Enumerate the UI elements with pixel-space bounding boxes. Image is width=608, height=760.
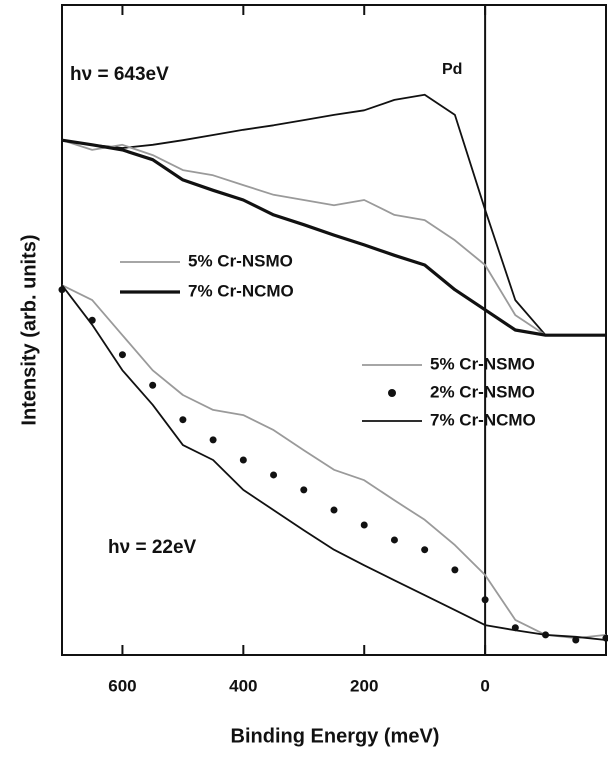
x-tick-label: 0: [480, 676, 489, 695]
data-point: [209, 436, 217, 444]
legend-label: 7% Cr-NCMO: [430, 410, 536, 429]
legend-label: 5% Cr-NSMO: [188, 251, 293, 270]
data-line: [61, 284, 607, 639]
data-point: [390, 536, 398, 544]
panel-label: hν = 22eV: [108, 537, 197, 558]
legend-label: 2% Cr-NSMO: [430, 382, 535, 401]
data-point: [239, 456, 247, 464]
legend-marker: [388, 389, 396, 397]
x-tick-label: 400: [229, 676, 257, 695]
data-point: [360, 521, 368, 529]
x-tick-label: 200: [350, 676, 378, 695]
y-axis-label: Intensity (arb. units): [18, 234, 40, 425]
data-line: [61, 284, 607, 641]
data-line: [61, 93, 606, 337]
series-label: Pd: [442, 61, 462, 78]
data-point: [270, 471, 278, 479]
data-point: [300, 486, 308, 494]
data-point: [330, 506, 338, 514]
data-point: [481, 596, 489, 604]
data-point: [572, 636, 580, 644]
x-tick-label: 600: [108, 676, 136, 695]
data-line: [61, 139, 606, 337]
x-axis-label: Binding Energy (meV): [231, 725, 440, 747]
data-point: [118, 351, 126, 359]
data-point: [421, 546, 429, 554]
data-point: [149, 381, 157, 389]
panel-label: hν = 643eV: [70, 64, 169, 85]
data-line: [61, 138, 606, 337]
data-point: [179, 416, 187, 424]
legend-label: 7% Cr-NCMO: [188, 281, 294, 300]
legend-label: 5% Cr-NSMO: [430, 354, 535, 373]
data-point: [451, 566, 459, 574]
plot-frame: [61, 4, 607, 656]
